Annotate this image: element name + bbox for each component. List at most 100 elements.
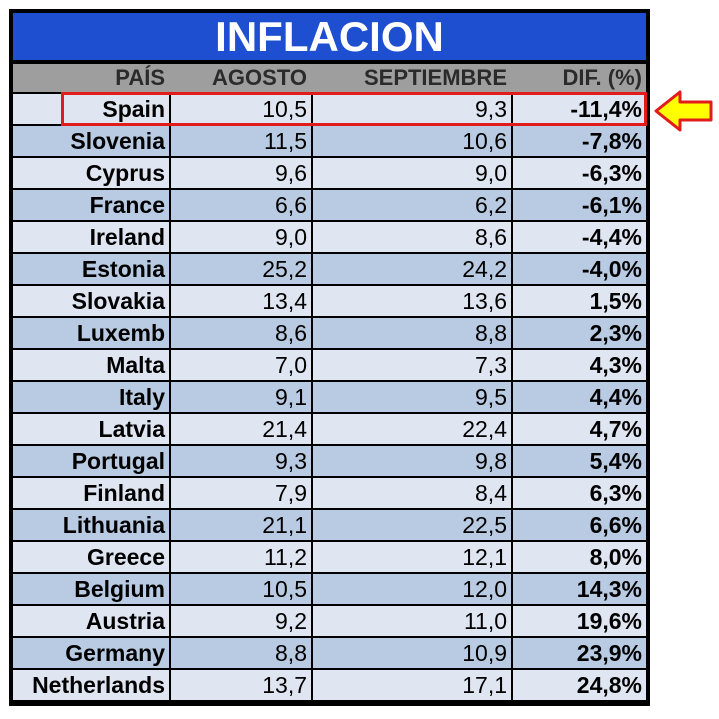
cell-septiembre: 12,1 [313,542,511,572]
cell-agosto: 25,2 [171,254,311,284]
left-arrow-icon [654,90,713,132]
cell-country: Spain [13,94,169,124]
table-row: Ireland 9,0 8,6 -4,4% [13,222,646,252]
cell-septiembre: 6,2 [313,190,511,220]
cell-agosto: 10,5 [171,94,311,124]
table-body: Spain 10,5 9,3 -11,4% Slovenia 11,5 10,6 -7,8% C… [13,94,646,702]
cell-dif: 8,0% [513,542,646,572]
cell-septiembre: 22,4 [313,414,511,444]
cell-dif: -6,1% [513,190,646,220]
cell-agosto: 9,2 [171,606,311,636]
cell-agosto: 11,5 [171,126,311,156]
cell-country: France [13,190,169,220]
cell-agosto: 7,0 [171,350,311,380]
table-row: Slovenia 11,5 10,6 -7,8% [13,126,646,156]
cell-septiembre: 8,8 [313,318,511,348]
cell-septiembre: 11,0 [313,606,511,636]
cell-dif: 1,5% [513,286,646,316]
table-row: Malta 7,0 7,3 4,3% [13,350,646,380]
cell-agosto: 11,2 [171,542,311,572]
cell-agosto: 8,6 [171,318,311,348]
table-row: Spain 10,5 9,3 -11,4% [13,94,646,124]
table-row: Finland 7,9 8,4 6,3% [13,478,646,508]
column-header-dif: DIF. (%) [562,65,642,90]
cell-septiembre: 24,2 [313,254,511,284]
table-row: Germany 8,8 10,9 23,9% [13,638,646,668]
cell-agosto: 21,1 [171,510,311,540]
table-row: Austria 9,2 11,0 19,6% [13,606,646,636]
table-row: France 6,6 6,2 -6,1% [13,190,646,220]
cell-septiembre: 7,3 [313,350,511,380]
cell-agosto: 13,4 [171,286,311,316]
cell-dif: 24,8% [513,670,646,700]
cell-dif: -4,4% [513,222,646,252]
cell-dif: -4,0% [513,254,646,284]
cell-dif: 14,3% [513,574,646,604]
column-header-agosto: AGOSTO [212,65,307,90]
cell-agosto: 6,6 [171,190,311,220]
table-row: Portugal 9,3 9,8 5,4% [13,446,646,476]
cell-agosto: 21,4 [171,414,311,444]
table-row: Cyprus 9,6 9,0 -6,3% [13,158,646,188]
cell-country: Cyprus [13,158,169,188]
column-header-septiembre: SEPTIEMBRE [363,65,507,90]
cell-country: Latvia [13,414,169,444]
cell-dif: -11,4% [513,94,646,124]
table-row: Greece 11,2 12,1 8,0% [13,542,646,572]
cell-agosto: 10,5 [171,574,311,604]
cell-dif: 4,4% [513,382,646,412]
cell-country: Germany [13,638,169,668]
cell-agosto: 9,6 [171,158,311,188]
cell-dif: 6,6% [513,510,646,540]
cell-country: Finland [13,478,169,508]
table-row: Belgium 10,5 12,0 14,3% [13,574,646,604]
cell-septiembre: 13,6 [313,286,511,316]
cell-septiembre: 10,9 [313,638,511,668]
cell-septiembre: 9,3 [313,94,511,124]
cell-dif: 5,4% [513,446,646,476]
cell-country: Luxemb [13,318,169,348]
table-row: Slovakia 13,4 13,6 1,5% [13,286,646,316]
cell-country: Greece [13,542,169,572]
cell-country: Estonia [13,254,169,284]
cell-agosto: 7,9 [171,478,311,508]
cell-septiembre: 9,0 [313,158,511,188]
cell-country: Slovakia [13,286,169,316]
cell-septiembre: 10,6 [313,126,511,156]
cell-country: Ireland [13,222,169,252]
cell-septiembre: 22,5 [313,510,511,540]
cell-country: Austria [13,606,169,636]
cell-dif: 23,9% [513,638,646,668]
cell-septiembre: 9,5 [313,382,511,412]
cell-country: Portugal [13,446,169,476]
column-header-country: PAÍS [115,65,165,90]
cell-septiembre: 8,4 [313,478,511,508]
table-row: Italy 9,1 9,5 4,4% [13,382,646,412]
cell-septiembre: 9,8 [313,446,511,476]
cell-country: Slovenia [13,126,169,156]
cell-agosto: 9,0 [171,222,311,252]
cell-dif: 4,7% [513,414,646,444]
cell-country: Malta [13,350,169,380]
table-row: Netherlands 13,7 17,1 24,8% [13,670,646,700]
table-row: Luxemb 8,6 8,8 2,3% [13,318,646,348]
cell-septiembre: 8,6 [313,222,511,252]
table-row: Estonia 25,2 24,2 -4,0% [13,254,646,284]
cell-dif: -6,3% [513,158,646,188]
cell-dif: 19,6% [513,606,646,636]
table-header-row: PAÍS AGOSTO SEPTIEMBRE DIF. (%) [13,64,646,92]
cell-country: Lithuania [13,510,169,540]
table-row: Lithuania 21,1 22,5 6,6% [13,510,646,540]
table-row: Latvia 21,4 22,4 4,7% [13,414,646,444]
cell-country: Netherlands [13,670,169,700]
cell-septiembre: 12,0 [313,574,511,604]
cell-dif: 2,3% [513,318,646,348]
cell-dif: 4,3% [513,350,646,380]
highlight-box-spain [61,92,647,126]
cell-septiembre: 17,1 [313,670,511,700]
cell-country: Italy [13,382,169,412]
cell-dif: -7,8% [513,126,646,156]
cell-agosto: 9,1 [171,382,311,412]
cell-agosto: 13,7 [171,670,311,700]
cell-agosto: 8,8 [171,638,311,668]
